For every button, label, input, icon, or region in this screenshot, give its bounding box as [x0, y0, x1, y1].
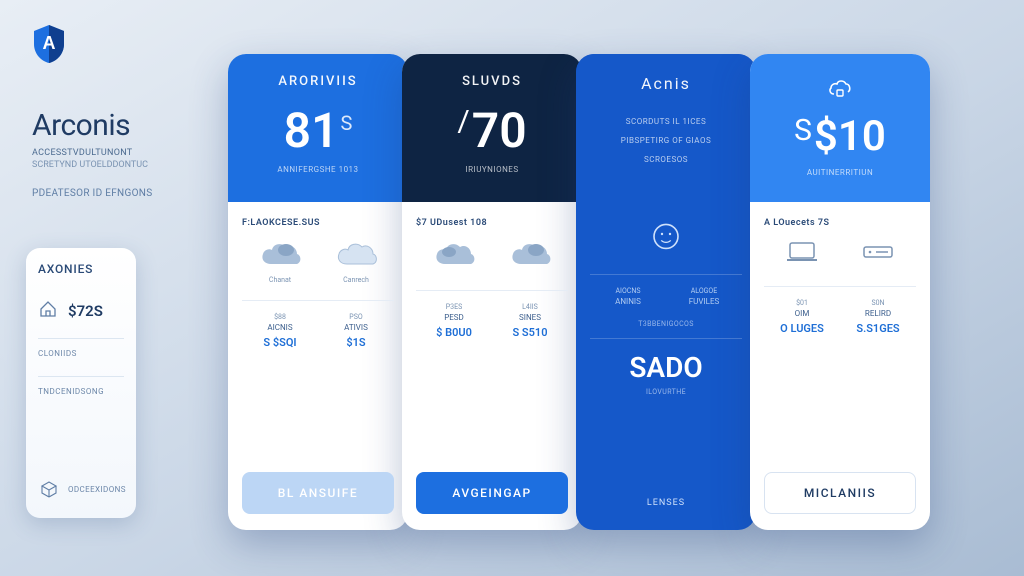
- plan-2-cloud-2: [507, 238, 553, 274]
- plan-2-cta-button[interactable]: AVGEINGAP: [416, 472, 568, 514]
- laptop-icon: [782, 238, 822, 266]
- cloud-icon: [257, 238, 303, 270]
- plan-3-extra-sub: ILOVURTHE: [590, 388, 742, 396]
- mini-plan-card: AXONIES $72S CLONIIDS TNDCENIDSONG ODCEE…: [26, 248, 136, 518]
- brand-tagline-2: SCRETYND UTOELDDONTUC: [32, 160, 148, 170]
- plan-1-price: 81S: [228, 107, 408, 155]
- plan-2-header: SLUVDS /70 IRIUYNIONES: [402, 54, 582, 202]
- plan-3-avatar-icon: [643, 222, 689, 258]
- plan-1-tier: ARORIVIIS: [228, 74, 408, 89]
- mini-plan-icons: $72S: [38, 298, 124, 320]
- plan-4-features: $01OIMO LUGES S0NRELIRDS.S1GES: [764, 286, 916, 335]
- brand-title: Arconis: [32, 108, 130, 143]
- mini-plan-title: AXONIES: [38, 262, 124, 276]
- plan-4-section-title: A LOuecets 7S: [764, 218, 916, 228]
- cloud-icon: [333, 238, 379, 270]
- svg-text:A: A: [43, 33, 56, 53]
- plan-2-tier: SLUVDS: [402, 74, 582, 89]
- plan-1-cta-button[interactable]: BL ANSUIFE: [242, 472, 394, 514]
- house-icon: [38, 299, 58, 319]
- face-cloud-icon: [643, 222, 689, 254]
- mini-plan-footer: ODCEEXIDONS: [38, 478, 126, 500]
- box-icon: [38, 478, 60, 500]
- plan-4-price: S$10: [750, 116, 930, 158]
- plan-card-1[interactable]: ARORIVIIS 81S ANNIFERGSHE 1013 F:LAOKCES…: [228, 54, 408, 530]
- plan-1-cloud-2: Canrech: [333, 238, 379, 284]
- plan-card-3[interactable]: Acnis SCORDUTS IL 1ICES PIBSPETIRG OF GI…: [576, 54, 756, 530]
- plan-2-cloud-1: [431, 238, 477, 274]
- plan-3-features: AIOCNSANINIS ALOGOEFUVILES: [590, 274, 742, 306]
- plan-3-sub3: SCROESOS: [576, 155, 756, 164]
- plan-2-section-title: $7 UDusest 108: [416, 218, 568, 228]
- plan-4-header: S$10 AUITINERRITIUN: [750, 54, 930, 202]
- plan-2-features: P3ESPESD$ B0U0 L4IISSINESS S510: [416, 290, 568, 339]
- cloud-icon: [431, 238, 477, 270]
- plan-1-header: ARORIVIIS 81S ANNIFERGSHE 1013: [228, 54, 408, 202]
- plan-4-cta-button[interactable]: MICLANIIS: [764, 472, 916, 514]
- plan-3-tier: Acnis: [576, 74, 756, 93]
- plan-1-cloud-1: Chanat: [257, 238, 303, 284]
- plan-3-sub2: PIBSPETIRG OF GIAOS: [576, 136, 756, 145]
- plan-4-device-2: [858, 238, 898, 270]
- mini-plan-price: $72S: [68, 302, 103, 320]
- cloud-lock-icon: [826, 74, 854, 106]
- plan-3-extra-price: SADO: [590, 338, 742, 384]
- plan-3-header: Acnis SCORDUTS IL 1ICES PIBSPETIRG OF GI…: [576, 54, 756, 202]
- plan-2-sublabel: IRIUYNIONES: [402, 165, 582, 174]
- pricing-cards-row: ARORIVIIS 81S ANNIFERGSHE 1013 F:LAOKCES…: [228, 54, 930, 530]
- plan-2-price: /70: [402, 107, 582, 155]
- plan-3-extra-label: T3BBENIGOCOS: [590, 320, 742, 328]
- plan-1-features: $88AICNISS $SQI PSOATIVIS$1S: [242, 300, 394, 349]
- server-icon: [858, 238, 898, 266]
- mini-feature-2: TNDCENIDSONG: [38, 387, 124, 396]
- plan-4-device-1: [782, 238, 822, 270]
- plan-card-4[interactable]: S$10 AUITINERRITIUN A LOuecets 7S $01OIM…: [750, 54, 930, 530]
- cloud-icon: [507, 238, 553, 270]
- brand-tagline-1: ACCESSTVDULTUNONT: [32, 148, 132, 158]
- plan-3-sub1: SCORDUTS IL 1ICES: [576, 117, 756, 126]
- brand-tagline-3: PDEATESOR ID EFNGONS: [32, 188, 152, 199]
- plan-card-2[interactable]: SLUVDS /70 IRIUYNIONES $7 UDusest 108 P3…: [402, 54, 582, 530]
- mini-feature-1: CLONIIDS: [38, 349, 124, 358]
- plan-1-sublabel: ANNIFERGSHE 1013: [228, 165, 408, 174]
- plan-4-sublabel: AUITINERRITIUN: [750, 168, 930, 177]
- plan-3-footer: LENSES: [576, 498, 756, 508]
- shield-icon: A: [32, 24, 66, 64]
- plan-1-section-title: F:LAOKCESE.SUS: [242, 218, 394, 228]
- brand-logo: A: [32, 24, 66, 64]
